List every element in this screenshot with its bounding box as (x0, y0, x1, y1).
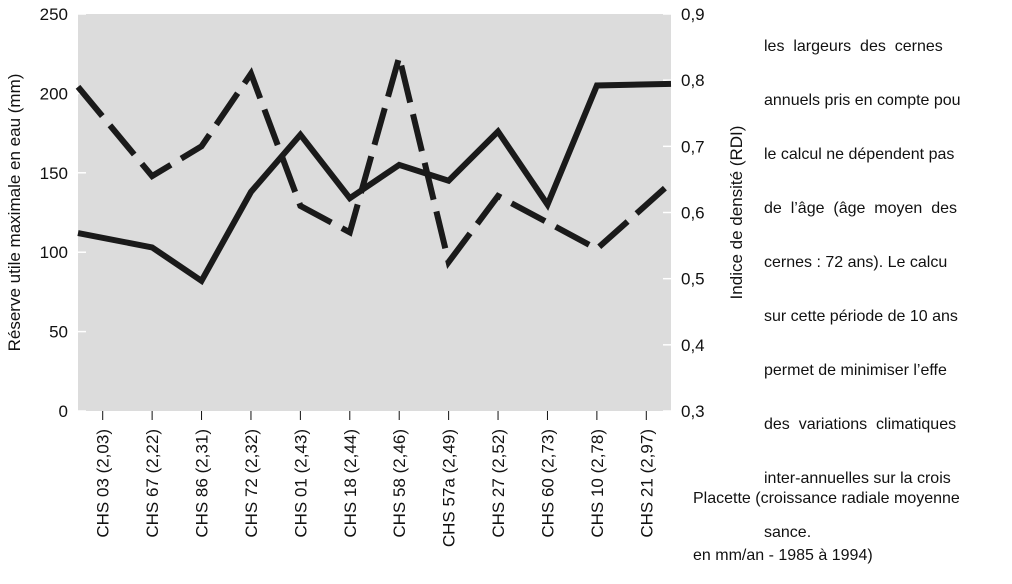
x-tick-label: CHS 58 (2,46) (390, 429, 409, 538)
x-tick-label: CHS 27 (2,52) (489, 429, 508, 538)
y-left-tick-label: 250 (40, 5, 68, 24)
side-text-line: de l’âge (âge moyen des (764, 200, 958, 217)
x-tick-label: CHS 57a (2,49) (440, 429, 459, 547)
y-left-tick-label: 150 (40, 164, 68, 183)
side-text-line: des variations climatiques (764, 416, 957, 433)
side-text-line: sur cette période de 10 ans (764, 308, 958, 325)
side-text-line: annuels pris en compte pou (764, 92, 961, 109)
x-tick-label: CHS 67 (2,22) (143, 429, 162, 538)
side-text-line: inter-annuelles sur la crois (764, 470, 951, 487)
y-left-tick-label: 0 (59, 402, 68, 421)
y-right-tick-label: 0,9 (681, 5, 705, 24)
series-line-reserve-utile (77, 80, 672, 286)
x-axis-title-line: Placette (croissance radiale moyenne (693, 490, 960, 507)
side-text-line: permet de minimiser l’effe (764, 362, 947, 379)
x-tick-label: CHS 18 (2,44) (341, 429, 360, 538)
side-text-line: sance. (764, 524, 812, 541)
plot-area (78, 14, 671, 411)
x-tick-label: CHS 03 (2,03) (94, 429, 113, 538)
y-left-tick-label: 200 (40, 84, 68, 103)
chart: 0 50 100 150 200 250 0,3 0,4 0,5 0,6 0,7 0,8 0,9 CHS … (5, 5, 746, 547)
x-tick-label: CHS 10 (2,78) (588, 429, 607, 538)
side-text-line: le calcul ne dépendent pas (764, 146, 955, 163)
x-axis-title: Placette (croissance radiale moyenne en … (693, 451, 1012, 584)
y-left-tick-label: 50 (49, 323, 68, 342)
side-text-block: les largeurs des cernes annuels pris en … (764, 2, 1012, 560)
y-right-tick-label: 0,8 (681, 71, 705, 90)
series-line-rdi (75, 45, 673, 270)
x-tick-label: CHS 86 (2,31) (193, 429, 212, 538)
y-left-tick-label: 100 (40, 243, 68, 262)
y-right-tick-label: 0,4 (681, 336, 705, 355)
y-right-tick-label: 0,3 (681, 402, 705, 421)
side-text-line: cernes : 72 ans). Le calcu (764, 254, 948, 271)
y-right-tick-label: 0,7 (681, 137, 705, 156)
x-tick-label: CHS 72 (2,32) (242, 429, 261, 538)
x-tick-label: CHS 60 (2,73) (538, 429, 557, 538)
y-right-tick-label: 0,6 (681, 204, 705, 223)
x-tick-label: CHS 21 (2,97) (637, 429, 656, 538)
y-left-axis-title: Réserve utile maximale en eau (mm) (5, 74, 24, 352)
y-right-axis-title: Indice de densité (RDI) (727, 126, 746, 300)
side-text-line: les largeurs des cernes (764, 38, 943, 55)
y-right-tick-label: 0,5 (681, 270, 705, 289)
x-tick-label: CHS 01 (2,43) (291, 429, 310, 538)
